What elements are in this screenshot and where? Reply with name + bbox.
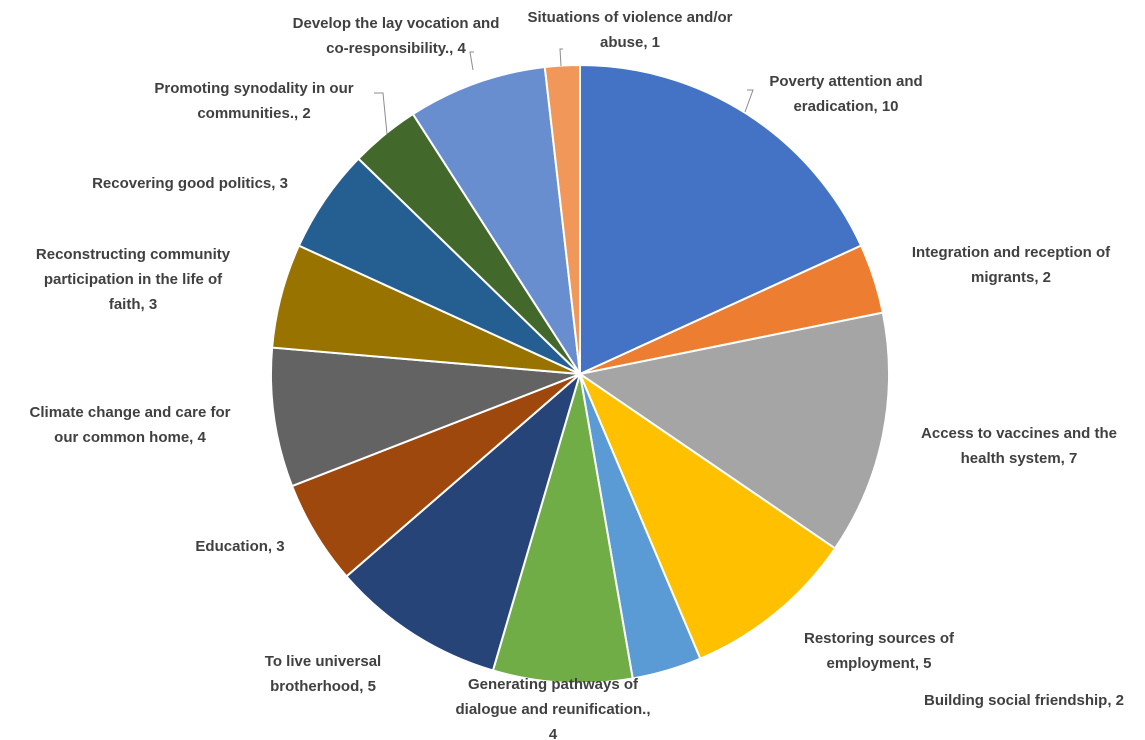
data-label-14: Situations of violence and/or abuse, 1 — [527, 9, 732, 51]
data-label-13: Develop the lay vocation and co-responsib… — [293, 15, 500, 57]
data-label-10: Reconstructing community participation in… — [36, 246, 231, 313]
leader-lines — [374, 48, 754, 135]
data-label-7: To live universal brotherhood, 5 — [265, 653, 381, 695]
pie-slice-7 — [345, 373, 581, 672]
data-label-1: Poverty attention and eradication, 10 — [769, 73, 922, 115]
data-label-8: Education, 3 — [195, 538, 284, 555]
pie-slice-4 — [579, 373, 837, 660]
leader-line-12 — [374, 92, 388, 135]
leader-line-1 — [744, 89, 754, 113]
pie-slice-1 — [579, 64, 863, 375]
data-label-3: Access to vaccines and the health system,… — [921, 425, 1117, 467]
data-labels: Poverty attention and eradication, 10 Inte… — [30, 9, 1124, 740]
data-label-4: Restoring sources of employment, 5 — [804, 630, 955, 672]
pie-slice-9 — [270, 346, 581, 488]
data-label-11: Recovering good politics, 3 — [92, 175, 288, 192]
pie-slice-13 — [411, 66, 581, 375]
data-label-5: Building social friendship, 2 — [924, 692, 1124, 709]
pie-slice-3 — [579, 311, 890, 550]
leader-line-13 — [469, 51, 474, 71]
data-label-12: Promoting synodality in our communities.,… — [154, 80, 353, 122]
data-label-9: Climate change and care for our common ho… — [30, 404, 231, 446]
leader-line-14 — [559, 48, 563, 67]
data-label-6: Generating pathways of dialogue and reuni… — [455, 676, 650, 740]
pie-slice-14 — [543, 63, 581, 375]
pie-slices — [270, 63, 890, 684]
pie-slice-6 — [491, 373, 634, 684]
data-label-2: Integration and reception of migrants, 2 — [912, 244, 1111, 286]
